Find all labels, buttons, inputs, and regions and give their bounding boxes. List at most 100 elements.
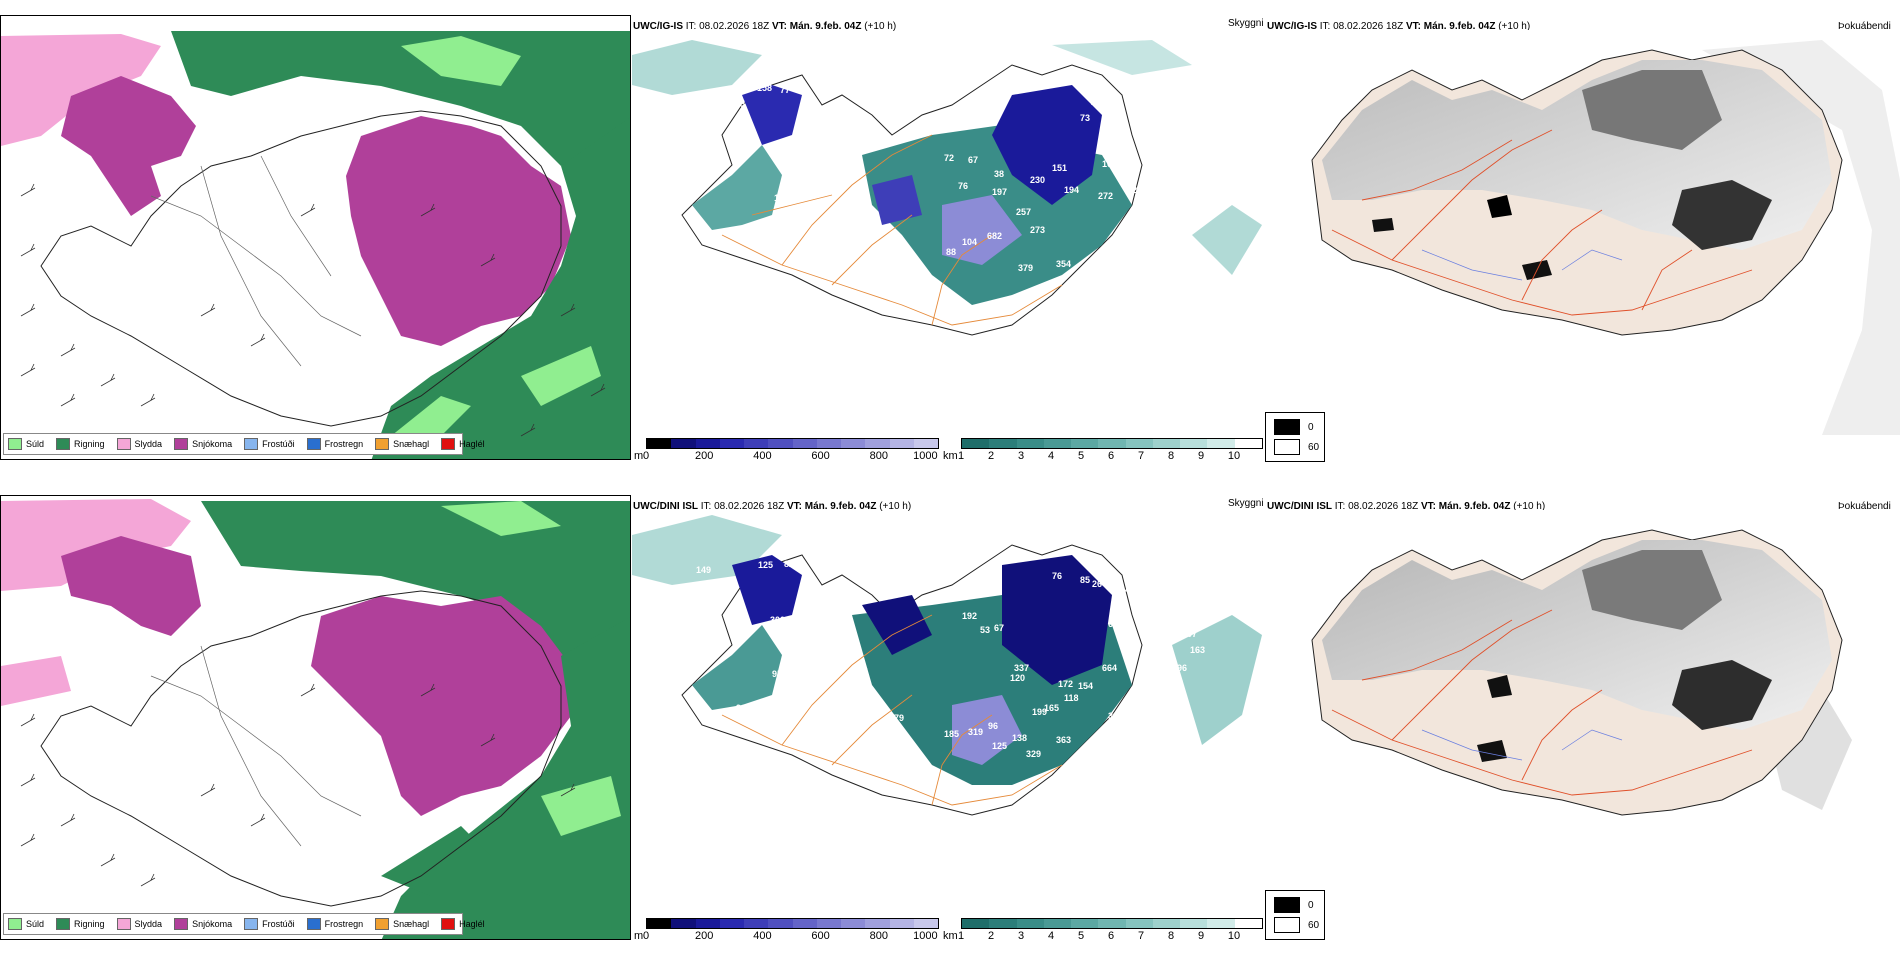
panel6-title: UWC/DINI ISL IT: 08.02.2026 18Z VT: Mán.… — [1267, 501, 1545, 512]
peak-label: 57 — [668, 241, 679, 251]
peak-label: 96 — [988, 721, 999, 731]
peak-label: 162 — [1102, 159, 1118, 169]
peak-label: 335 — [1108, 711, 1124, 721]
legend-snow-pellets: Snæhagl — [375, 438, 429, 450]
cover-legend-60: 60 — [1274, 439, 1319, 455]
vt-label: VT: — [1420, 501, 1436, 512]
peak-label: 80 — [735, 117, 746, 127]
peak-label: 394 — [1062, 295, 1078, 305]
peak-label: 118 — [1064, 693, 1079, 703]
colorbar-swatch — [865, 439, 890, 448]
colorbar-swatch — [889, 439, 914, 448]
colorbar-swatch — [1098, 439, 1126, 448]
colorbar-swatch — [671, 919, 696, 928]
peak-label: 120 — [1128, 109, 1144, 119]
colorbar-swatch — [1043, 439, 1072, 448]
tick: 1 — [957, 930, 965, 942]
colorbar-swatch — [695, 919, 720, 928]
colorbar-swatch — [1207, 439, 1235, 448]
peak-labels: 149 125 82 34 300 125 86 95 65 96 101 79… — [632, 515, 1262, 910]
peak-label: 197 — [992, 187, 1008, 197]
cloud-cover-graphic — [1262, 510, 1900, 915]
orography-colorbar-swatches — [646, 438, 939, 449]
peak-label: 231 — [1108, 241, 1124, 251]
tick: 10 — [1227, 450, 1241, 462]
colorbar-swatch — [768, 439, 793, 448]
tick: 200 — [695, 450, 714, 462]
visibility-label: Skyggni — [1228, 498, 1264, 509]
peak-label: 67 — [994, 623, 1005, 633]
colorbar-swatch — [1234, 439, 1262, 448]
colorbar-swatch — [719, 439, 744, 448]
peak-label: 230 — [1030, 175, 1046, 185]
tick: 3 — [1017, 450, 1025, 462]
peak-label: 264 — [1092, 579, 1108, 589]
colorbar-swatch — [962, 919, 990, 928]
colorbar-swatch — [647, 919, 672, 928]
colorbar-swatch — [1016, 919, 1044, 928]
peak-label: 120 — [1010, 673, 1026, 683]
legend-rain: Rigning — [56, 918, 105, 930]
peak-label: 111 — [772, 231, 787, 241]
colorbar-swatch — [744, 439, 769, 448]
peak-label: 379 — [1018, 263, 1034, 273]
colorbar-swatch — [792, 439, 817, 448]
colorbar-swatch — [1180, 439, 1208, 448]
it-label: IT: — [700, 501, 712, 512]
tick: 2 — [987, 450, 995, 462]
it-label: IT: — [1334, 501, 1346, 512]
panel3-title: UWC/IG-IS IT: 08.02.2026 18Z VT: Mán. 9.… — [1267, 21, 1530, 32]
cloud-cover-label: Þokuábendi — [1838, 21, 1891, 32]
tick: 3 — [1017, 930, 1025, 942]
peak-label: 272 — [1098, 191, 1114, 201]
it-value: 08.02.2026 18Z — [1333, 21, 1404, 32]
peak-label: 682 — [987, 231, 1003, 241]
colorbar-swatch — [1234, 919, 1262, 928]
colorbar-swatch — [1125, 919, 1153, 928]
peak-label: 90 — [1126, 165, 1137, 175]
colorbar-swatch — [744, 919, 769, 928]
lead-time: (+10 h) — [864, 21, 897, 32]
peak-label: 96 — [736, 703, 747, 713]
lead-time: (+10 h) — [1498, 21, 1531, 32]
tick: 200 — [695, 930, 714, 942]
cover-legend-60: 60 — [1274, 917, 1319, 933]
peak-label: 329 — [1026, 749, 1042, 759]
peak-label: 84 — [1120, 585, 1131, 595]
tick: 6 — [1107, 450, 1115, 462]
colorbar-swatch — [816, 439, 841, 448]
tick: 400 — [753, 930, 772, 942]
peak-label: 185 — [944, 729, 960, 739]
peak-label: 53 — [980, 625, 991, 635]
colorbar-swatch — [1207, 919, 1235, 928]
lead-time: (+10 h) — [1513, 501, 1546, 512]
peak-label: 194 — [1064, 185, 1080, 195]
lead-time: (+10 h) — [879, 501, 912, 512]
model-name: UWC/IG-IS — [633, 21, 683, 32]
tick: 1000 — [913, 450, 938, 462]
peak-label: 60 — [1184, 203, 1195, 213]
legend-snow-pellets: Snæhagl — [375, 918, 429, 930]
peak-label: 161 — [1158, 693, 1174, 703]
precip-type-map: Súld Rigning Slydda Snjókoma Frostúði Fr… — [0, 495, 631, 940]
tick: 4 — [1047, 930, 1055, 942]
peak-label: 67 — [968, 155, 979, 165]
peak-label: 125 — [992, 741, 1008, 751]
peak-label: 85 — [1080, 575, 1091, 585]
cloud-cover-map — [1262, 510, 1900, 915]
precip-legend: Súld Rigning Slydda Snjókoma Frostúði Fr… — [3, 913, 485, 935]
orography-map: 161 158 77 175 80 544 463 250 106 67 113… — [632, 35, 1262, 430]
peak-label: 207 — [1142, 725, 1158, 735]
peak-label: 151 — [1152, 737, 1168, 747]
peak-label: 192 — [1154, 703, 1170, 713]
tick: 600 — [811, 930, 830, 942]
cloudbase-colorbar: km 1 2 3 4 5 6 7 8 9 10 — [943, 918, 1265, 948]
peak-label: 133 — [1148, 207, 1164, 217]
peak-label: 250 — [774, 143, 790, 153]
peak-label: 363 — [1056, 735, 1072, 745]
colorbar-swatch — [841, 919, 866, 928]
peak-label: 165 — [1044, 703, 1060, 713]
legend-freezing-rain: Frostregn — [306, 918, 363, 930]
tick: 6 — [1107, 930, 1115, 942]
tick: 10 — [1227, 930, 1241, 942]
